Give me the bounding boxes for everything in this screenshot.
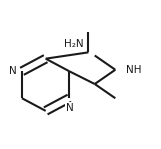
Text: H₂N: H₂N bbox=[64, 39, 84, 49]
Text: NH: NH bbox=[126, 65, 142, 75]
Text: N: N bbox=[9, 66, 17, 76]
Text: N: N bbox=[66, 103, 73, 113]
